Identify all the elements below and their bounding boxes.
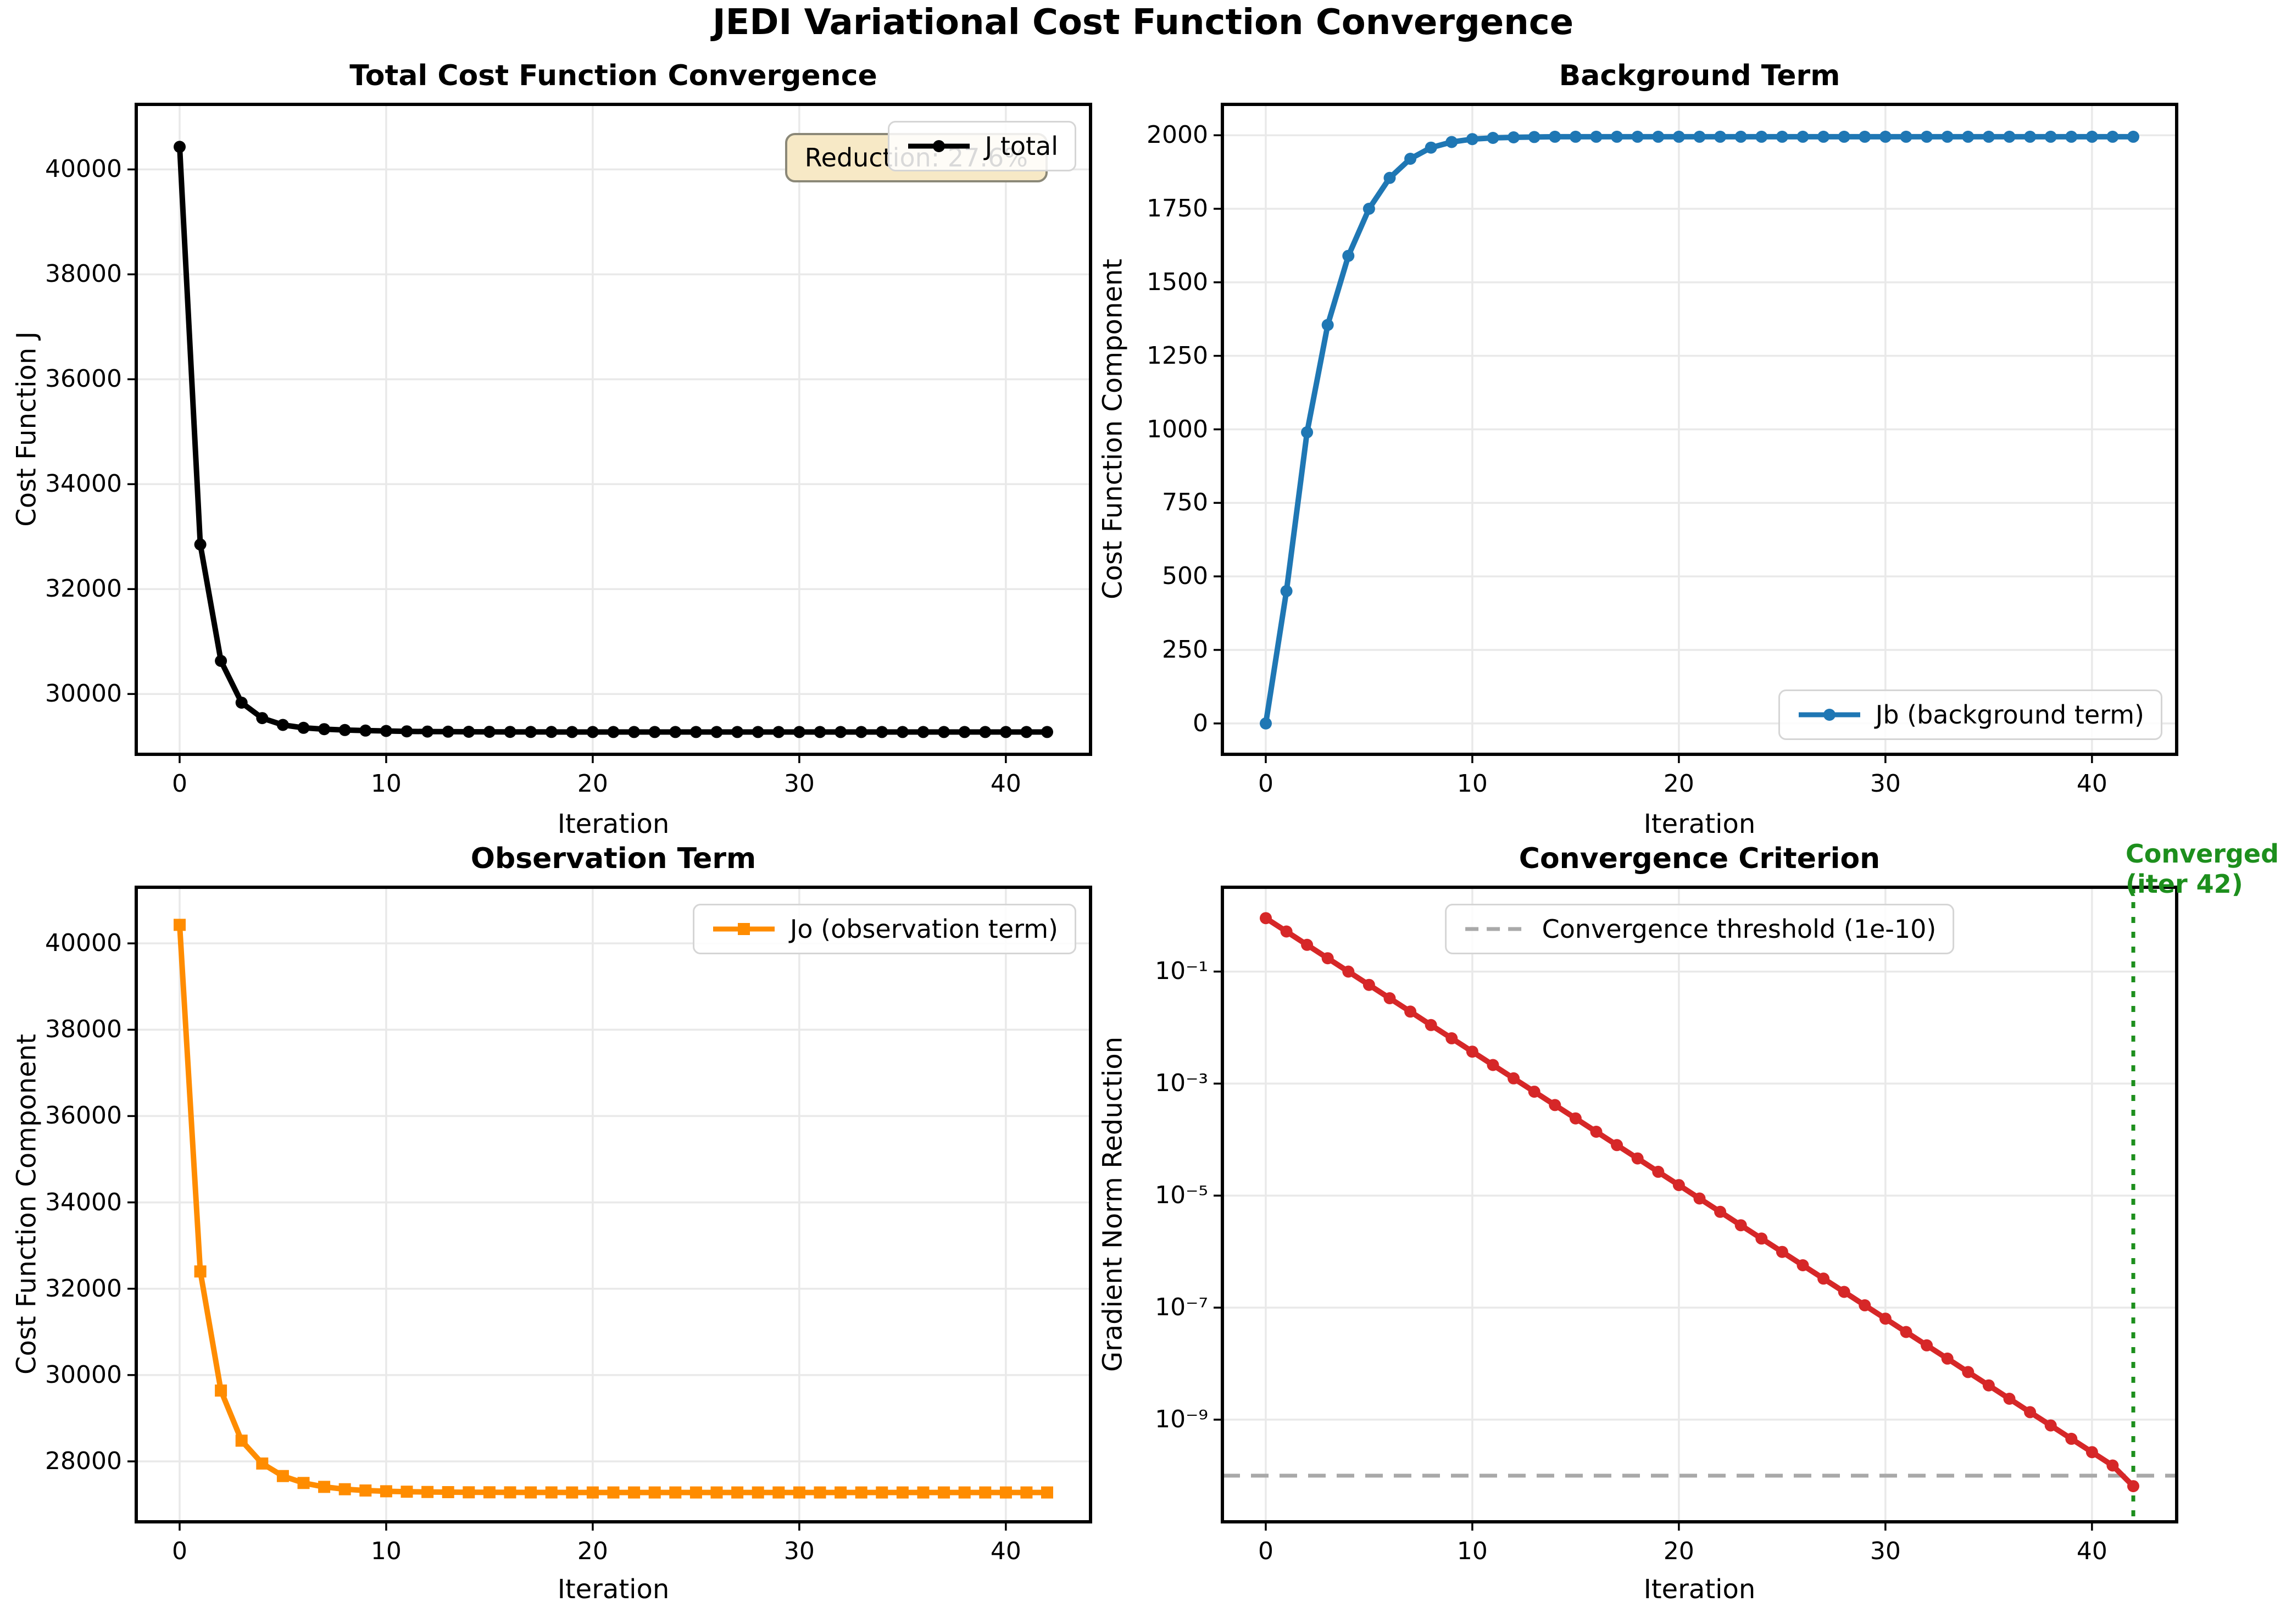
y-tick-label: 32000 bbox=[45, 1274, 122, 1303]
y-tick-label: 36000 bbox=[45, 1102, 122, 1130]
y-tick-label: 2000 bbox=[1147, 121, 1208, 149]
y-tick-label: 250 bbox=[1162, 635, 1208, 664]
x-tick-label: 0 bbox=[1258, 770, 1273, 798]
y-axis-label-total: Cost Function J bbox=[11, 331, 42, 527]
x-tick-label: 0 bbox=[1258, 1537, 1273, 1565]
legend-label: Convergence threshold (1e-10) bbox=[1542, 914, 1937, 944]
y-tick-label: 10⁻¹ bbox=[1155, 957, 1208, 986]
subplot-observation-term: Observation Term Iteration Cost Function… bbox=[12, 842, 1092, 1605]
x-tick-label: 30 bbox=[1870, 770, 1901, 798]
x-tick-label: 40 bbox=[990, 770, 1021, 798]
y-tick-label: 36000 bbox=[45, 365, 122, 393]
x-tick-label: 30 bbox=[783, 770, 815, 798]
x-tick-label: 40 bbox=[990, 1537, 1021, 1565]
figure-title: JEDI Variational Cost Function Convergen… bbox=[712, 2, 1574, 43]
x-tick-label: 10 bbox=[1456, 770, 1488, 798]
x-tick-label: 40 bbox=[2076, 770, 2107, 798]
y-tick-label: 40000 bbox=[45, 155, 122, 183]
x-axis-label-total: Iteration bbox=[557, 809, 670, 839]
y-tick-label: 30000 bbox=[45, 1360, 122, 1389]
x-axis-label-background: Iteration bbox=[1643, 809, 1756, 839]
x-axis-label-convergence: Iteration bbox=[1643, 1574, 1756, 1605]
convergence-plot-area bbox=[1214, 886, 2178, 1531]
x-tick-label: 20 bbox=[577, 1537, 608, 1565]
y-tick-label: 500 bbox=[1162, 562, 1208, 591]
legend-jo: Jo (observation term) bbox=[692, 904, 1076, 954]
subplot-background-term: Background Term Iteration Cost Function … bbox=[1098, 59, 2178, 839]
subplot-title-background: Background Term bbox=[1559, 59, 1840, 92]
legend-line-marker-sample bbox=[1798, 709, 1860, 721]
converged-label: Converged (iter 42) bbox=[2126, 839, 2286, 899]
converged-line-2: (iter 42) bbox=[2126, 869, 2243, 899]
y-tick-label: 750 bbox=[1162, 488, 1208, 517]
y-tick-label: 10⁻⁷ bbox=[1155, 1293, 1208, 1322]
y-tick-label: 34000 bbox=[45, 470, 122, 498]
x-tick-label: 30 bbox=[1870, 1537, 1901, 1565]
x-tick-label: 10 bbox=[370, 1537, 402, 1565]
legend-jb: Jb (background term) bbox=[1778, 689, 2162, 740]
x-tick-label: 30 bbox=[783, 1537, 815, 1565]
x-axis-label-observation: Iteration bbox=[557, 1574, 670, 1605]
legend-label: Jb (background term) bbox=[1875, 700, 2144, 730]
observation-term-plot-area bbox=[127, 886, 1092, 1531]
y-tick-label: 38000 bbox=[45, 260, 122, 288]
y-tick-label: 28000 bbox=[45, 1447, 122, 1475]
subplot-total-cost: Total Cost Function Convergence Iteratio… bbox=[12, 59, 1092, 839]
legend-line-marker-sample bbox=[908, 140, 970, 152]
y-tick-label: 10⁻³ bbox=[1155, 1069, 1208, 1098]
legend-line-marker-sample bbox=[713, 923, 775, 935]
x-tick-label: 0 bbox=[171, 1537, 187, 1565]
x-tick-label: 10 bbox=[370, 770, 402, 798]
subplot-convergence-criterion: Convergence Criterion Iteration Gradient… bbox=[1098, 839, 2279, 1605]
y-tick-label: 1000 bbox=[1147, 415, 1208, 443]
x-tick-label: 20 bbox=[1663, 770, 1694, 798]
subplot-title-observation: Observation Term bbox=[470, 842, 757, 875]
subplot-title-total: Total Cost Function Convergence bbox=[349, 59, 877, 92]
legend-j-total: J total bbox=[887, 121, 1076, 171]
y-tick-label: 10⁻⁹ bbox=[1155, 1405, 1208, 1434]
y-tick-label: 38000 bbox=[45, 1015, 122, 1044]
y-tick-label: 30000 bbox=[45, 680, 122, 708]
y-tick-label: 10⁻⁵ bbox=[1155, 1181, 1208, 1210]
x-tick-label: 10 bbox=[1456, 1537, 1488, 1565]
legend-dashed-line-sample bbox=[1465, 927, 1527, 931]
y-tick-label: 32000 bbox=[45, 575, 122, 603]
background-term-plot-area bbox=[1214, 103, 2178, 763]
x-tick-label: 40 bbox=[2076, 1537, 2107, 1565]
y-tick-label: 0 bbox=[1193, 709, 1208, 737]
legend-label: Jo (observation term) bbox=[789, 914, 1058, 944]
y-tick-label: 40000 bbox=[45, 929, 122, 958]
x-tick-label: 20 bbox=[577, 770, 608, 798]
y-tick-label: 34000 bbox=[45, 1188, 122, 1216]
legend-label: J total bbox=[985, 131, 1058, 161]
legend-threshold: Convergence threshold (1e-10) bbox=[1444, 904, 1955, 954]
subplot-title-convergence: Convergence Criterion bbox=[1519, 842, 1881, 875]
y-tick-label: 1750 bbox=[1147, 194, 1208, 223]
total-cost-plot-area bbox=[127, 103, 1092, 763]
x-tick-label: 0 bbox=[171, 770, 187, 798]
converged-line-1: Converged bbox=[2126, 839, 2279, 869]
x-tick-label: 20 bbox=[1663, 1537, 1694, 1565]
y-tick-label: 1250 bbox=[1147, 341, 1208, 370]
y-tick-label: 1500 bbox=[1147, 268, 1208, 296]
